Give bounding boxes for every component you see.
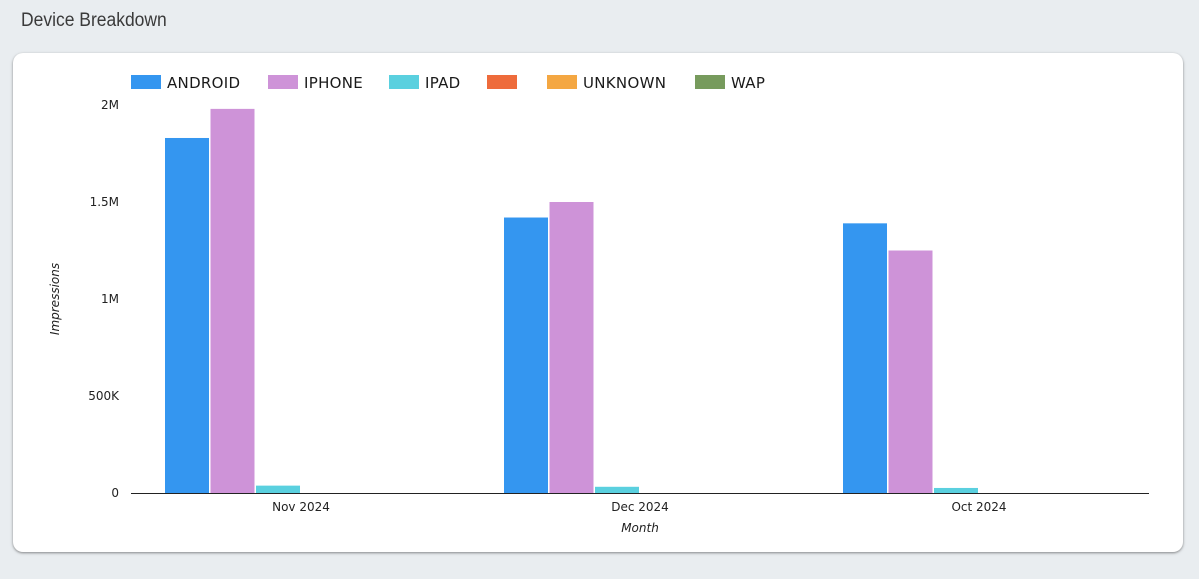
legend-label-unknown[interactable]: UNKNOWN	[583, 74, 666, 92]
y-tick-label: 0	[111, 486, 119, 500]
x-axis: Nov 2024 Dec 2024 Oct 2024	[131, 493, 1149, 514]
bar-android-oct-2024[interactable]	[843, 223, 887, 493]
bar-iphone-oct-2024[interactable]	[888, 250, 933, 494]
chart-card: ANDROID IPHONE IPAD UNKNOWN WAP 0 500K 1M 1.5M 2…	[13, 53, 1183, 552]
y-axis: 0 500K 1M 1.5M 2M	[88, 98, 120, 500]
bar-android-nov-2024[interactable]	[165, 137, 209, 493]
y-tick-label: 500K	[88, 389, 120, 403]
legend-label-iphone[interactable]: IPHONE	[304, 74, 363, 92]
chart-legend: ANDROID IPHONE IPAD UNKNOWN WAP	[131, 74, 765, 92]
legend-swatch-wap[interactable]	[695, 75, 725, 89]
legend-swatch-ipad[interactable]	[389, 75, 419, 89]
legend-swatch-iphone[interactable]	[268, 75, 298, 89]
page-title: Device Breakdown	[21, 10, 167, 31]
legend-swatch-android[interactable]	[131, 75, 161, 89]
bar-ipad-oct-2024[interactable]	[934, 487, 978, 493]
bar-ipad-nov-2024[interactable]	[256, 485, 300, 493]
legend-label-android[interactable]: ANDROID	[167, 74, 240, 92]
x-tick-label: Oct 2024	[951, 500, 1006, 514]
bar-series	[165, 108, 978, 494]
legend-label-wap[interactable]: WAP	[731, 74, 765, 92]
y-axis-title: Impressions	[48, 263, 62, 335]
x-tick-label: Dec 2024	[611, 500, 669, 514]
y-tick-label: 2M	[101, 98, 119, 112]
bar-iphone-nov-2024[interactable]	[210, 108, 255, 493]
bar-ipad-dec-2024[interactable]	[595, 486, 639, 493]
x-axis-title: Month	[621, 521, 659, 535]
bar-iphone-dec-2024[interactable]	[549, 202, 594, 493]
legend-swatch-unnamed[interactable]	[487, 75, 517, 89]
legend-label-ipad[interactable]: IPAD	[425, 74, 461, 92]
bar-android-dec-2024[interactable]	[504, 217, 548, 493]
x-tick-label: Nov 2024	[272, 500, 330, 514]
legend-swatch-unknown[interactable]	[547, 75, 577, 89]
device-breakdown-chart: ANDROID IPHONE IPAD UNKNOWN WAP 0 500K 1M 1.5M 2…	[48, 74, 1149, 535]
y-tick-label: 1M	[101, 292, 119, 306]
y-tick-label: 1.5M	[90, 195, 119, 209]
